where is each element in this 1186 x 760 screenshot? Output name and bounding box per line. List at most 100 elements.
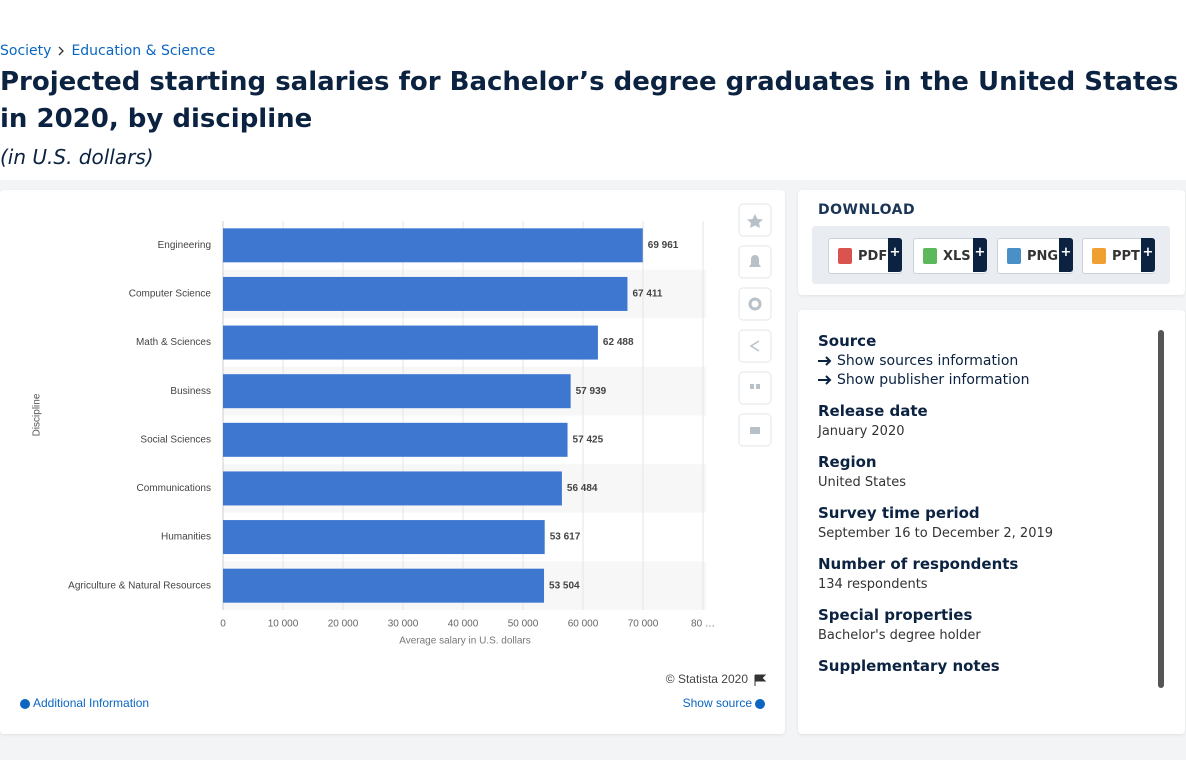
chart-card: Discipline Average salary in U.S. dollar…	[0, 190, 785, 734]
y-axis-title: Discipline	[32, 393, 43, 436]
bar	[223, 471, 562, 506]
bar	[223, 422, 568, 457]
detail-value: 134 respondents	[818, 577, 928, 592]
details: Source Show sources information Show publ…	[818, 332, 1053, 675]
png-icon	[1007, 248, 1021, 264]
breadcrumb: Society Education & Science	[0, 43, 215, 59]
button-label: PDF	[858, 248, 888, 264]
chevron	[58, 46, 65, 56]
x-tick-label: 80 …	[691, 619, 715, 630]
share-button[interactable]	[738, 329, 772, 363]
y-tick-label: Computer Science	[129, 289, 212, 300]
settings-button[interactable]	[738, 287, 772, 321]
x-tick-label: 0	[220, 619, 226, 630]
y-tick-label: Social Sciences	[140, 434, 211, 445]
detail-label: Region	[818, 453, 877, 471]
button-label: PPT	[1112, 248, 1140, 264]
bar	[223, 374, 571, 409]
x-tick-label: 40 000	[448, 619, 479, 630]
detail-value: September 16 to December 2, 2019	[818, 526, 1054, 541]
png-button[interactable]: PNG +	[997, 238, 1073, 274]
detail-label: Number of respondents	[818, 555, 1019, 573]
quote-icon	[756, 384, 760, 389]
pdf-button[interactable]: PDF +	[828, 238, 902, 274]
y-tick-label: Communications	[137, 483, 211, 494]
data-label: 53 504	[549, 580, 580, 591]
download-card: DOWNLOAD PDF + XLS + PNG + PPT +	[798, 190, 1185, 295]
link-text[interactable]: Show sources information	[837, 353, 1019, 369]
ppt-button[interactable]: PPT +	[1082, 238, 1155, 274]
download-buttons: PDF + XLS + PNG + PPT +	[812, 226, 1170, 284]
detail-label: Supplementary notes	[818, 657, 1000, 675]
print-icon	[750, 427, 760, 434]
bar	[223, 568, 545, 603]
additional-info-link[interactable]: Additional Information	[33, 696, 149, 710]
page-subtitle: (in U.S. dollars)	[0, 145, 154, 169]
arrow-icon	[818, 375, 832, 385]
page-title: Projected starting salaries for Bachelor…	[0, 67, 1179, 134]
x-tick-label: 50 000	[508, 619, 539, 630]
detail-label: Release date	[818, 402, 928, 420]
y-tick-label: Business	[170, 386, 211, 397]
bar	[223, 228, 643, 263]
data-label: 53 617	[550, 532, 581, 543]
share-icon	[749, 340, 760, 352]
data-label: 56 484	[567, 483, 598, 494]
button-label: PNG	[1027, 248, 1059, 264]
data-label: 57 425	[573, 434, 604, 445]
link-text[interactable]: Show publisher information	[837, 372, 1030, 388]
pdf-icon	[838, 248, 852, 264]
detail-value: Bachelor's degree holder	[818, 628, 981, 643]
plus-badge: +	[888, 238, 902, 272]
data-label: 67 411	[632, 289, 662, 300]
plus-badge: +	[1141, 238, 1155, 272]
detail-value: January 2020	[818, 424, 905, 439]
data-label: 62 488	[603, 337, 634, 348]
y-tick-label: Engineering	[158, 240, 211, 251]
scrollbar[interactable]	[1158, 330, 1164, 688]
ppt-icon	[1092, 248, 1106, 264]
plus-badge: +	[973, 238, 987, 272]
x-axis-title: Average salary in U.S. dollars	[399, 636, 531, 647]
source-link[interactable]: Show sources information	[818, 353, 1053, 369]
header-area: Society Education & Science Projected st…	[0, 0, 1186, 180]
quote-icon	[750, 384, 754, 389]
detail-label: Special properties	[818, 606, 973, 624]
xls-button[interactable]: XLS +	[913, 238, 987, 274]
bar	[223, 520, 545, 555]
details-card: Source Show sources information Show publ…	[798, 310, 1185, 734]
gear-icon	[748, 297, 762, 311]
source-title: Source	[818, 332, 877, 350]
data-label: 57 939	[576, 386, 607, 397]
flag-icon	[754, 674, 767, 686]
x-tick-label: 70 000	[628, 619, 659, 630]
y-tick-label: Humanities	[161, 532, 211, 543]
x-tick-label: 10 000	[268, 619, 299, 630]
data-label: 69 961	[648, 240, 679, 251]
chart: Discipline Average salary in U.S. dollar…	[20, 203, 772, 710]
tool-buttons	[738, 203, 772, 447]
x-tick-label: 30 000	[388, 619, 419, 630]
detail-label: Survey time period	[818, 504, 980, 522]
info-icon	[755, 699, 765, 709]
bar	[223, 325, 598, 360]
x-tick-label: 60 000	[568, 619, 599, 630]
y-tick-label: Math & Sciences	[136, 337, 211, 348]
source-link[interactable]: Show publisher information	[818, 372, 1053, 388]
x-tick-label: 20 000	[328, 619, 359, 630]
button-label: XLS	[943, 248, 971, 264]
bell-icon	[749, 255, 761, 267]
breadcrumb-link[interactable]: Society	[0, 43, 52, 59]
info-icon	[20, 699, 30, 709]
arrow-icon	[818, 356, 832, 366]
show-source-link[interactable]: Show source	[683, 696, 753, 710]
star-icon	[747, 214, 763, 228]
detail-value: United States	[818, 475, 907, 490]
cite-button[interactable]	[738, 371, 772, 405]
breadcrumb-link[interactable]: Education & Science	[71, 43, 216, 59]
copyright: © Statista 2020	[666, 672, 749, 686]
xls-icon	[923, 248, 937, 264]
plus-badge: +	[1059, 238, 1073, 272]
y-tick-label: Agriculture & Natural Resources	[68, 580, 211, 591]
